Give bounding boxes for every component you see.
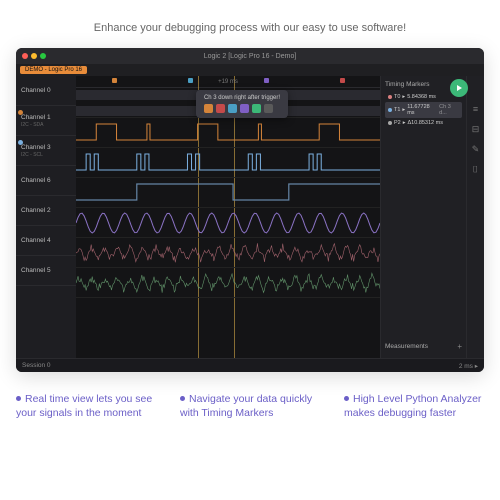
channel-row[interactable]: Channel 4 bbox=[16, 226, 76, 256]
window-title: Logic 2 [Logic Pro 16 - Demo] bbox=[204, 53, 297, 60]
marker-arrow-icon: ▸ bbox=[403, 120, 406, 126]
feature-item: High Level Python Analyzer makes debuggi… bbox=[344, 392, 484, 420]
color-chip-icon[interactable] bbox=[252, 104, 261, 113]
maximize-icon[interactable] bbox=[40, 53, 46, 59]
marker-label: T1 bbox=[394, 107, 400, 113]
channel-label: Channel 2 bbox=[21, 207, 71, 214]
time-axis: +19 ms bbox=[76, 76, 380, 88]
channel-color-icon bbox=[18, 140, 23, 145]
channel-color-icon bbox=[18, 110, 23, 115]
ruler-mark-icon bbox=[112, 78, 117, 83]
marker-color-icon bbox=[388, 95, 392, 99]
waveform-track bbox=[76, 118, 380, 148]
edit-icon[interactable]: ✎ bbox=[471, 144, 481, 154]
side-panel: Timing Markers + T0▸5.84368 ms T1▸11.677… bbox=[380, 76, 466, 358]
channel-row[interactable]: Channel 1I2C - SDA bbox=[16, 106, 76, 136]
tooltip-text: Ch 3 down right after trigger! bbox=[204, 95, 280, 101]
channel-label: Channel 5 bbox=[21, 267, 71, 274]
play-icon bbox=[457, 85, 462, 91]
tooltip-color-chips bbox=[204, 104, 280, 113]
channel-label: Channel 1 bbox=[21, 114, 71, 121]
marker-value: 5.84368 ms bbox=[407, 94, 436, 100]
waveform-viewport[interactable]: +19 ms Ch 3 down right after trigger! bbox=[76, 76, 380, 358]
tab-bar: DEMO - Logic Pro 16 bbox=[16, 64, 484, 76]
session-label[interactable]: Session 0 bbox=[22, 362, 51, 369]
channel-row[interactable]: Channel 0 bbox=[16, 76, 76, 106]
channel-list: Channel 0 Channel 1I2C - SDA Channel 3I2… bbox=[16, 76, 76, 358]
marker-value: Δ10.85312 ms bbox=[408, 120, 443, 126]
bullet-icon bbox=[180, 396, 185, 401]
measurements-header: Measurements + bbox=[385, 342, 462, 351]
channel-row[interactable]: Channel 2 bbox=[16, 196, 76, 226]
color-chip-icon[interactable] bbox=[264, 104, 273, 113]
traffic-lights[interactable] bbox=[22, 53, 46, 59]
marker-value: 11.67728 ms bbox=[407, 104, 437, 116]
ruler-mark-icon bbox=[188, 78, 193, 83]
capture-play-button[interactable] bbox=[450, 79, 468, 97]
terminal-icon[interactable]: ⌷ bbox=[471, 164, 481, 174]
time-axis-label: +19 ms bbox=[218, 79, 238, 85]
marker-label: T0 bbox=[394, 94, 400, 100]
color-chip-icon[interactable] bbox=[204, 104, 213, 113]
marker-color-icon bbox=[388, 121, 392, 125]
channel-row[interactable]: Channel 5 bbox=[16, 256, 76, 286]
section-title: Timing Markers bbox=[385, 81, 430, 88]
marketing-tagline: Enhance your debugging process with our … bbox=[94, 22, 406, 34]
color-chip-icon[interactable] bbox=[228, 104, 237, 113]
marker-tool-icon[interactable]: ⊟ bbox=[471, 124, 481, 134]
waveform-track bbox=[76, 208, 380, 238]
channel-row[interactable]: Channel 3I2C - SCL bbox=[16, 136, 76, 166]
waveform-track bbox=[76, 238, 380, 268]
add-icon[interactable]: + bbox=[457, 342, 462, 351]
bullet-icon bbox=[16, 396, 21, 401]
section-title: Measurements bbox=[385, 343, 428, 350]
analyzers-icon[interactable]: ≡ bbox=[471, 104, 481, 114]
marker-color-icon bbox=[388, 108, 392, 112]
channel-label: Channel 3 bbox=[21, 144, 71, 151]
marker-label: P2 bbox=[394, 120, 401, 126]
feature-bullets: Real time view lets you see your signals… bbox=[16, 392, 484, 420]
status-bar: Session 0 2 ms ▸ bbox=[16, 358, 484, 372]
titlebar: Logic 2 [Logic Pro 16 - Demo] bbox=[16, 48, 484, 64]
channel-row[interactable]: Channel 6 bbox=[16, 166, 76, 196]
channel-label: Channel 0 bbox=[21, 87, 71, 94]
marker-arrow-icon: ▸ bbox=[402, 107, 405, 113]
annotation-tooltip[interactable]: Ch 3 down right after trigger! bbox=[196, 90, 288, 118]
waveform-track bbox=[76, 268, 380, 298]
bullet-icon bbox=[344, 396, 349, 401]
marker-row[interactable]: T0▸5.84368 ms bbox=[385, 92, 462, 102]
feature-item: Navigate your data quickly with Timing M… bbox=[180, 392, 320, 420]
tool-column: ≡ ⊟ ✎ ⌷ bbox=[466, 76, 484, 358]
color-chip-icon[interactable] bbox=[240, 104, 249, 113]
marker-extra: Ch 3 d... bbox=[439, 104, 459, 116]
close-icon[interactable] bbox=[22, 53, 28, 59]
zoom-label[interactable]: 2 ms ▸ bbox=[459, 362, 478, 370]
feature-item: Real time view lets you see your signals… bbox=[16, 392, 156, 420]
channel-label: Channel 4 bbox=[21, 237, 71, 244]
feature-text: High Level Python Analyzer makes debuggi… bbox=[344, 393, 481, 419]
app-window: Logic 2 [Logic Pro 16 - Demo] DEMO - Log… bbox=[16, 48, 484, 372]
minimize-icon[interactable] bbox=[31, 53, 37, 59]
feature-text: Real time view lets you see your signals… bbox=[16, 393, 152, 419]
session-tab[interactable]: DEMO - Logic Pro 16 bbox=[20, 66, 87, 74]
marker-arrow-icon: ▸ bbox=[402, 94, 405, 100]
marker-row[interactable]: T1▸11.67728 msCh 3 d... bbox=[385, 102, 462, 118]
channel-protocol: I2C - SCL bbox=[21, 152, 71, 158]
color-chip-icon[interactable] bbox=[216, 104, 225, 113]
ruler-mark-icon bbox=[340, 78, 345, 83]
waveform-track bbox=[76, 148, 380, 178]
waveform-track bbox=[76, 178, 380, 208]
ruler-mark-icon bbox=[264, 78, 269, 83]
channel-protocol: I2C - SDA bbox=[21, 122, 71, 128]
marker-row[interactable]: P2▸Δ10.85312 ms bbox=[385, 118, 462, 128]
channel-label: Channel 6 bbox=[21, 177, 71, 184]
feature-text: Navigate your data quickly with Timing M… bbox=[180, 393, 312, 419]
